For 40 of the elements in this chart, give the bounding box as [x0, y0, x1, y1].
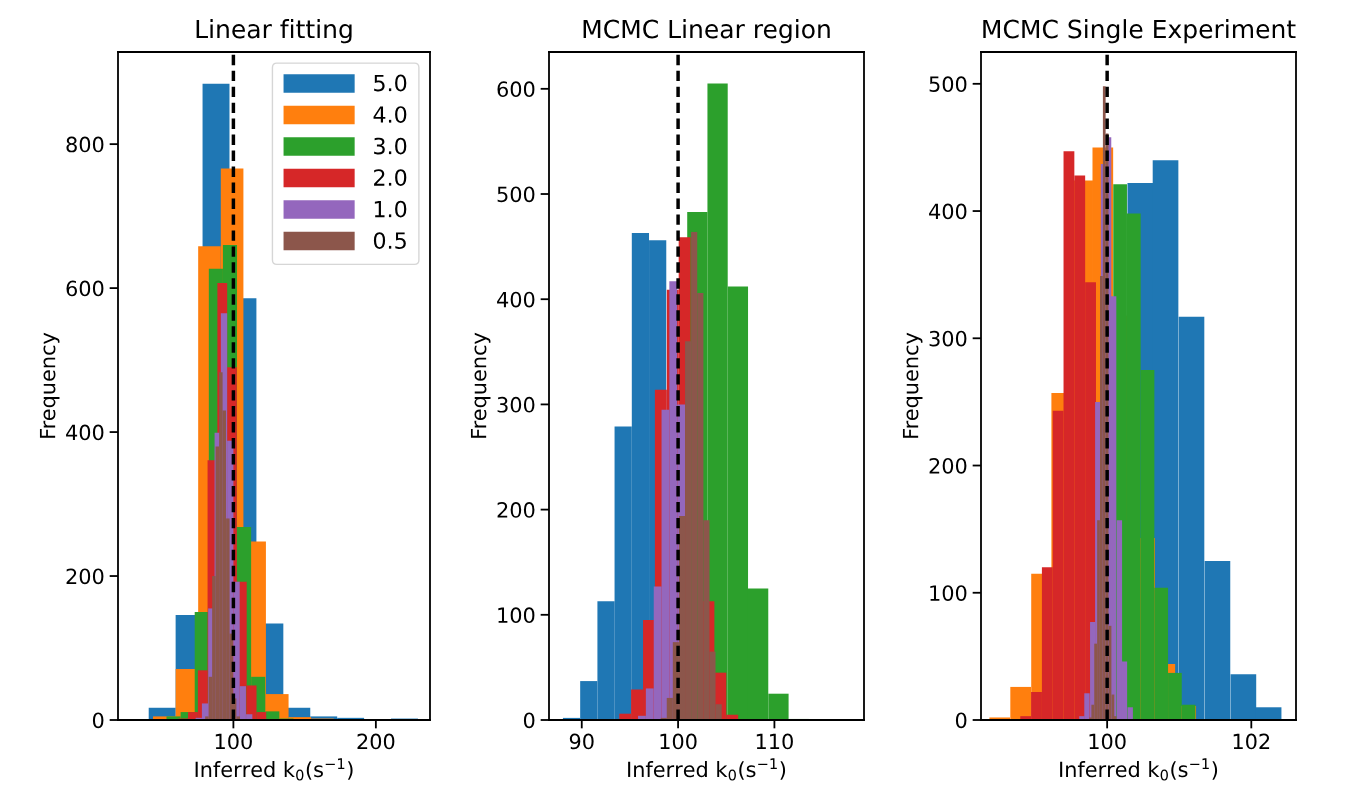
x-tick-label: 110 — [756, 733, 793, 750]
y-axis-title: Frequency — [39, 332, 60, 438]
y-tick-label: 600 — [497, 81, 535, 98]
x-axis-title: Inferred k$_{0}$(s$^{−1}$) — [1060, 758, 1218, 781]
chart-title: MCMC Single Experiment — [983, 19, 1296, 44]
y-tick-label: 100 — [930, 585, 967, 601]
y-tick-label: 400 — [497, 291, 535, 308]
x-tick-label: 100 — [215, 733, 252, 750]
y-tick-label: 100 — [498, 607, 535, 624]
y-tick-label: 500 — [929, 76, 967, 93]
legend-label: 4.0 — [373, 106, 407, 123]
legend-label: 3.0 — [374, 137, 407, 155]
legend-label: 5.0 — [374, 74, 407, 92]
y-tick-label: 200 — [66, 568, 104, 585]
y-tick-label: 400 — [929, 203, 967, 220]
y-tick-label: 600 — [66, 280, 104, 297]
chart-title: MCMC Linear region — [583, 19, 830, 44]
x-tick-label: 100 — [1089, 733, 1126, 750]
y-tick-label: 0 — [92, 712, 104, 729]
legend-label: 0.5 — [373, 232, 406, 249]
x-tick-label: 200 — [357, 733, 395, 750]
y-tick-label: 300 — [497, 396, 535, 413]
x-axis-title: Inferred k$_{0}$(s$^{−1}$) — [628, 758, 786, 781]
y-tick-label: 0 — [955, 712, 967, 729]
y-tick-label: 0 — [523, 712, 535, 729]
y-tick-label: 200 — [497, 502, 535, 518]
y-axis-title: Frequency — [470, 332, 491, 438]
legend-label: 1.0 — [374, 200, 407, 218]
legend-label: 2.0 — [374, 169, 407, 186]
x-tick-label: 100 — [660, 733, 697, 750]
x-tick-label: 90 — [569, 733, 594, 750]
y-tick-label: 200 — [929, 457, 967, 474]
y-axis-title: Frequency — [902, 332, 923, 438]
x-axis-title: Inferred k$_{0}$(s$^{−1}$) — [195, 758, 353, 781]
chart-title: Linear fitting — [196, 19, 352, 44]
y-tick-label: 500 — [497, 186, 535, 203]
y-tick-label: 800 — [66, 136, 104, 153]
x-tick-label: 102 — [1233, 733, 1270, 750]
y-tick-label: 400 — [66, 424, 104, 441]
y-tick-label: 300 — [929, 330, 967, 347]
